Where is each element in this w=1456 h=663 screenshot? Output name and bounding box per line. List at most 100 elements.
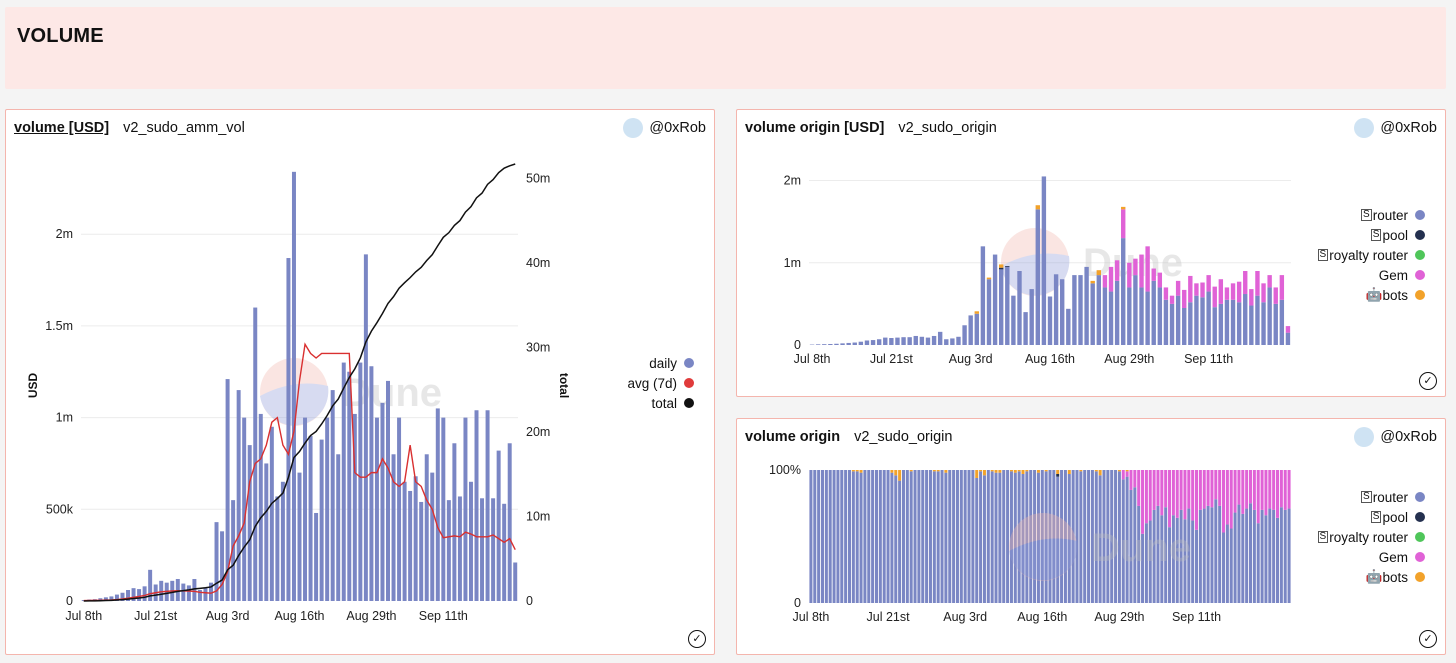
router-bar xyxy=(1157,287,1163,345)
router-share-bar xyxy=(1056,476,1060,603)
router-share-bar xyxy=(1129,489,1133,603)
legend-item-bots[interactable]: 🤖 bots xyxy=(1318,567,1425,587)
gem-bar xyxy=(1157,272,1163,288)
author-link[interactable]: @0xRob xyxy=(1354,118,1437,138)
daily-bar xyxy=(175,578,180,601)
legend-item-daily[interactable]: daily xyxy=(627,353,694,373)
router-bar xyxy=(1279,299,1285,345)
gem-share-bar xyxy=(1133,470,1137,488)
legend-item-total[interactable]: total xyxy=(627,393,694,413)
router-bar xyxy=(822,344,827,345)
daily-bar xyxy=(358,362,363,601)
router-bar xyxy=(1212,307,1217,345)
bots-share-bar xyxy=(979,470,983,472)
bots-share-bar xyxy=(894,470,898,476)
router-bar xyxy=(828,344,833,345)
router-share-bar xyxy=(1063,470,1067,603)
query-link[interactable]: volume [USD] xyxy=(14,120,110,136)
router-bar xyxy=(1047,296,1053,345)
router-share-bar xyxy=(1017,471,1021,603)
router-share-bar xyxy=(1152,509,1156,603)
gem-share-bar xyxy=(1141,470,1145,534)
daily-bar xyxy=(491,498,496,601)
router-bar xyxy=(1255,295,1260,345)
daily-bar xyxy=(513,562,518,601)
router-bar xyxy=(840,343,845,345)
y-tick-label: 500k xyxy=(46,502,74,516)
gem-bar xyxy=(1267,275,1272,288)
daily-bar xyxy=(275,496,280,601)
x-tick-label: Aug 3rd xyxy=(943,610,987,624)
daily-bar xyxy=(231,500,236,601)
router-share-bar xyxy=(994,472,998,603)
legend-item-gem[interactable]: Gem xyxy=(1318,265,1425,285)
legend-item-bots[interactable]: 🤖 bots xyxy=(1318,285,1425,305)
gem-bar xyxy=(1108,266,1114,292)
router-share-bar xyxy=(909,471,913,603)
gem-share-bar xyxy=(1229,470,1233,529)
sudo-icon: S xyxy=(1361,209,1372,221)
gem-share-bar xyxy=(1276,470,1280,518)
bots-bar xyxy=(1096,270,1101,276)
gem-share-bar xyxy=(1202,470,1206,509)
author-link[interactable]: @0xRob xyxy=(1354,427,1437,447)
daily-bar xyxy=(369,366,374,601)
gem-share-bar xyxy=(1148,470,1152,521)
check-circle-icon[interactable]: ✓ xyxy=(688,630,706,648)
sudo-icon: S xyxy=(1370,229,1382,241)
router-share-bar xyxy=(1276,517,1280,603)
router-share-bar xyxy=(1241,513,1245,603)
query-link[interactable]: volume origin [USD] xyxy=(745,120,885,136)
bots-share-bar xyxy=(1056,470,1060,474)
legend-swatch xyxy=(1415,230,1425,240)
bots-bar xyxy=(974,311,979,314)
author-link[interactable]: @0xRob xyxy=(623,118,706,138)
gem-bar xyxy=(1230,283,1236,300)
legend-item-avg-7d-[interactable]: avg (7d) xyxy=(627,373,694,393)
router-share-bar xyxy=(847,470,851,603)
bots-share-bar xyxy=(975,470,979,478)
x-tick-label: Jul 8th xyxy=(794,352,831,366)
bots-share-bar xyxy=(1044,470,1048,472)
router-bar xyxy=(931,335,937,345)
router-bar xyxy=(1194,295,1199,345)
router-share-bar xyxy=(1036,472,1040,603)
legend-label: total xyxy=(651,395,677,411)
gem-share-bar xyxy=(1241,470,1245,514)
router-bar xyxy=(1230,299,1236,345)
volume-chart: 0 500k 1m 1.5m 2m 0 10m 20m 30m 40m 50m USD total Dun… xyxy=(26,163,571,623)
router-share-bar xyxy=(928,470,932,603)
gem-bar xyxy=(1145,246,1150,292)
gem-share-bar xyxy=(1218,470,1222,506)
x-tick-label: Sep 11th xyxy=(1184,352,1233,366)
gem-bar xyxy=(1194,283,1199,296)
gem-share-bar xyxy=(1183,470,1187,520)
gem-share-bar xyxy=(1287,470,1291,509)
router-bar xyxy=(998,269,1004,345)
legend-item-gem[interactable]: Gem xyxy=(1318,547,1425,567)
volume-origin-usd-card: volume origin [USD] v2_sudo_origin @0xRo… xyxy=(736,109,1446,397)
gem-bar xyxy=(1212,286,1217,308)
daily-bar xyxy=(435,408,440,601)
check-circle-icon[interactable]: ✓ xyxy=(1419,630,1437,648)
legend-label: router xyxy=(1372,489,1408,505)
x-tick-label: Jul 21st xyxy=(867,610,911,624)
bots-share-bar xyxy=(1125,470,1129,472)
query-link[interactable]: volume origin xyxy=(745,429,841,445)
router-bar xyxy=(1218,303,1224,345)
gem-bar xyxy=(1151,268,1156,281)
bots-share-bar xyxy=(1079,470,1083,472)
router-share-bar xyxy=(1121,479,1125,603)
gem-bar xyxy=(1249,289,1254,306)
check-circle-icon[interactable]: ✓ xyxy=(1419,372,1437,390)
daily-bar xyxy=(352,413,357,601)
router-bar xyxy=(1114,280,1120,345)
daily-bar xyxy=(341,362,346,601)
router-bar xyxy=(1035,209,1040,345)
